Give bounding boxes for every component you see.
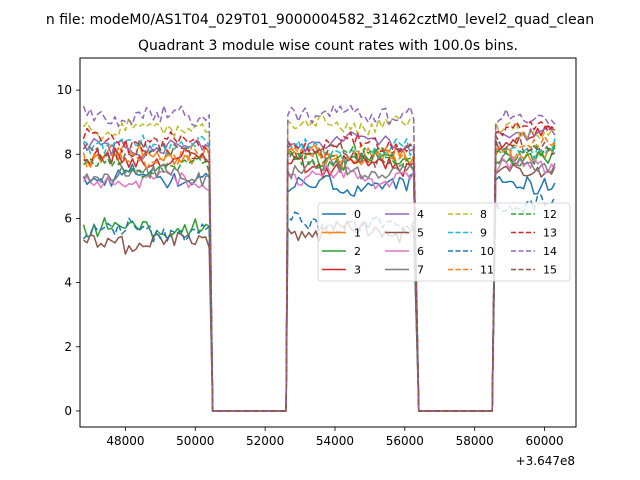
axes-frame [79, 57, 577, 428]
x-tick-label: 54000 [316, 434, 354, 448]
legend-label-2: 2 [354, 245, 361, 258]
series-line-3 [83, 125, 556, 412]
legend-label-0: 0 [354, 208, 361, 221]
x-tick-label: 52000 [246, 434, 284, 448]
legend-label-8: 8 [480, 208, 487, 221]
series-line-14 [82, 104, 556, 412]
legend-box [317, 202, 571, 282]
legend-label-7: 7 [417, 264, 424, 277]
legend-label-6: 6 [417, 245, 424, 258]
legend-label-10: 10 [480, 245, 494, 258]
x-tick-label: 48000 [106, 434, 144, 448]
legend-label-3: 3 [354, 264, 361, 277]
x-tick-label: 56000 [386, 434, 424, 448]
legend-label-14: 14 [543, 245, 557, 258]
y-tick-label: 6 [64, 211, 72, 225]
series-line-12 [82, 143, 556, 412]
series-line-4 [82, 126, 556, 412]
legend-label-1: 1 [354, 227, 361, 240]
legend-label-11: 11 [480, 264, 494, 277]
series-line-0 [82, 163, 556, 412]
y-tick-label: 2 [64, 340, 72, 354]
legend-label-15: 15 [543, 264, 557, 277]
legend-label-12: 12 [543, 208, 557, 221]
series-line-6 [82, 156, 556, 412]
series-line-5 [83, 163, 556, 412]
series-layer [82, 104, 556, 412]
series-line-15 [82, 134, 556, 412]
y-tick-label: 8 [64, 147, 72, 161]
x-axis: 48000 50000 52000 54000 56000 58000 60000 [106, 427, 564, 448]
x-tick-label: 58000 [456, 434, 494, 448]
series-line-8 [82, 114, 556, 412]
chart-suptitle: n file: modeM0/AS1T04_029T01_9000004582_… [46, 12, 594, 28]
x-offset-label: +3.647e8 [516, 454, 575, 468]
legend-label-5: 5 [417, 227, 424, 240]
legend-label-13: 13 [543, 227, 557, 240]
plot-area: 48000 50000 52000 54000 56000 58000 60000 0 2 4 6… [57, 57, 577, 468]
y-tick-label: 4 [64, 276, 72, 290]
x-tick-label: 50000 [176, 434, 214, 448]
legend-label-4: 4 [417, 208, 424, 221]
chart-title: Quadrant 3 module wise count rates with … [138, 38, 518, 54]
legend-label-9: 9 [480, 227, 487, 240]
y-axis: 0 2 4 6 8 10 [57, 83, 80, 418]
x-tick-label: 60000 [525, 434, 563, 448]
y-tick-label: 0 [64, 404, 72, 418]
y-tick-label: 10 [57, 83, 72, 97]
series-line-11 [82, 135, 556, 412]
